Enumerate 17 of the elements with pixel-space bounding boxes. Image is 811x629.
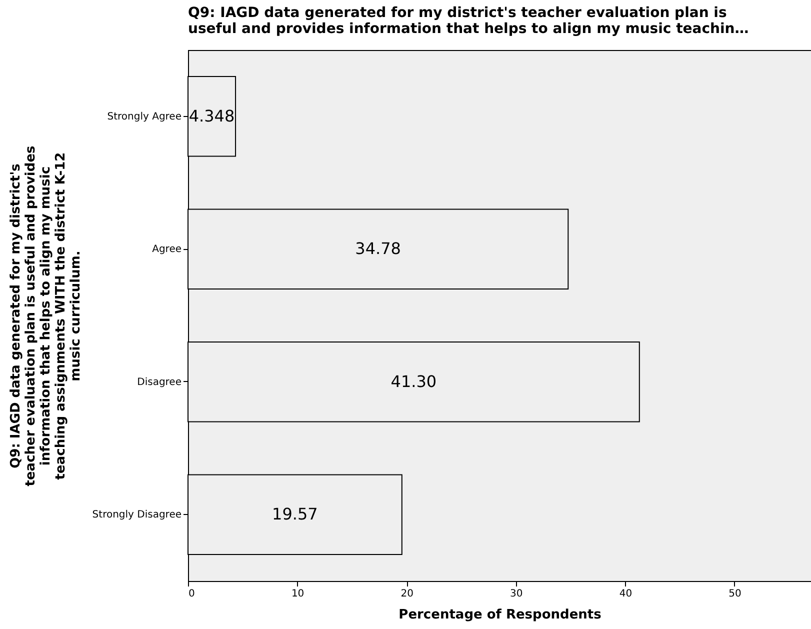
y-tick-label: Strongly Agree <box>107 111 182 122</box>
x-tick-label: 30 <box>510 588 523 600</box>
y-tick-label: Agree <box>152 244 182 256</box>
data-label: 34.78 <box>355 239 401 258</box>
data-label: 4.348 <box>188 106 235 126</box>
y-axis-title: Q9: IAGD data generated for my district's teacher evaluation plan is useful and provides information that helps to align my music teaching assignments WITH the district K-12 music curriculum. <box>8 146 84 486</box>
y-tick-label: Strongly Disagree <box>92 510 182 521</box>
x-axis-title: Percentage of Respondents <box>398 608 602 622</box>
data-label: 41.30 <box>390 372 437 391</box>
x-tick-label: 40 <box>619 588 632 600</box>
x-tick-label: 50 <box>728 588 742 600</box>
y-tick-label: Disagree <box>137 376 182 388</box>
x-tick-label: 0 <box>188 588 195 600</box>
chart-title: Q9: IAGD data generated for my district's teacher evaluation plan is useful and provides information that helps to align my music teachin… <box>188 5 749 37</box>
x-tick-label: 10 <box>291 588 304 600</box>
x-tick-label: 20 <box>400 588 414 600</box>
data-label: 19.57 <box>272 504 318 524</box>
